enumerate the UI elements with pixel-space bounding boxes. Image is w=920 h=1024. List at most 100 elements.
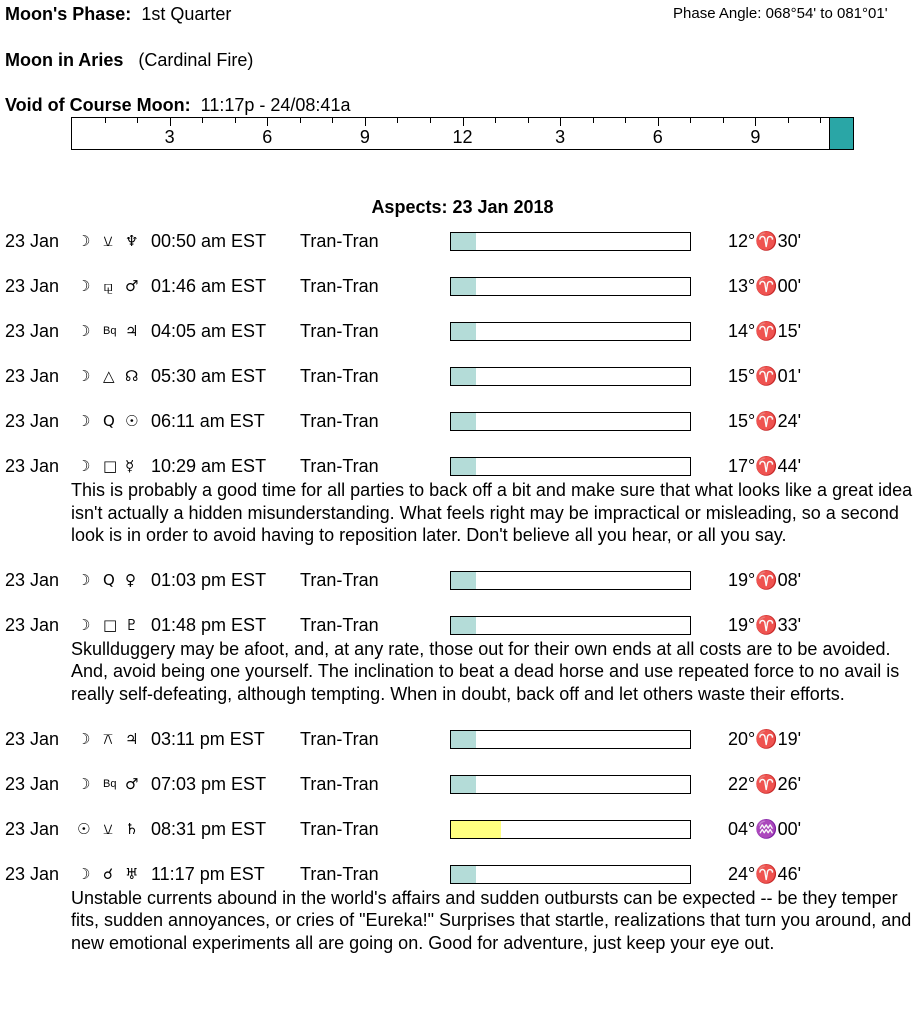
aspect-kind: Tran-Tran: [300, 231, 379, 251]
glyph: ♂: [125, 774, 139, 793]
date: 23 Jan: [5, 614, 60, 635]
time: 10:29 am EST: [151, 456, 267, 476]
aspect-kind: Tran-Tran: [300, 863, 379, 884]
glyph: □: [103, 457, 118, 475]
aspect-row: 23 Jan ☽ □ ♇ 01:48 pm EST Tran-Tran 19°♈33': [0, 614, 920, 636]
date: 23 Jan: [5, 773, 60, 794]
glyph: ☉: [125, 412, 139, 430]
strength-bar: [450, 729, 691, 749]
description: Unstable currents abound in the world's …: [71, 887, 912, 953]
date: 23 Jan: [5, 728, 60, 749]
aspect-row: 23 Jan ☽ Bq ♂ 07:03 pm EST Tran-Tran 22°♈26': [0, 773, 920, 795]
strength-fill: [451, 458, 476, 475]
time: 05:30 am EST: [151, 366, 267, 386]
aspect-row: 23 Jan ☽ □ ☿ 10:29 am EST Tran-Tran 17°♈44': [0, 455, 920, 477]
glyph: □: [103, 615, 118, 634]
strength-fill: [451, 775, 476, 793]
phase-label: Moon's Phase:: [5, 4, 132, 24]
aspect-kind: Tran-Tran: [300, 569, 379, 590]
tick: [657, 118, 659, 126]
glyph: ☽: [77, 570, 91, 589]
date: 23 Jan: [5, 456, 60, 476]
aspect-kind: Tran-Tran: [300, 773, 379, 794]
moon-sign-note: (Cardinal Fire): [138, 50, 254, 70]
time: 00:50 am EST: [151, 231, 267, 251]
glyph: ☽: [77, 729, 91, 748]
strength-bar: [450, 615, 691, 635]
date: 23 Jan: [5, 863, 60, 884]
time: 03:11 pm EST: [151, 728, 265, 749]
strength-fill: [451, 616, 476, 634]
glyph: ☽: [77, 277, 91, 295]
tick: [527, 118, 529, 123]
glyph: ☽: [77, 864, 91, 883]
glyph: ♆: [125, 232, 139, 250]
strength-bar: [450, 457, 691, 476]
strength-bar: [450, 367, 691, 386]
strength-bar: [450, 774, 691, 794]
void-segment: [829, 118, 853, 149]
date: 23 Jan: [5, 366, 60, 386]
timeline-label: 6: [262, 127, 273, 147]
glyph: Q: [103, 412, 115, 430]
strength-fill: [451, 278, 476, 295]
aspect-row: 23 Jan ☽ ⚼ ♂ 01:46 am EST Tran-Tran 13°♈00': [0, 275, 920, 297]
position: 04°♒00': [728, 818, 802, 839]
aspect-row: 23 Jan ☽ Bq ♃ 04:05 am EST Tran-Tran 14°♈15': [0, 320, 920, 342]
glyph: ♃: [125, 729, 139, 748]
time: 04:05 am EST: [151, 321, 267, 341]
aspects-title: Aspects: 23 Jan 2018: [371, 197, 554, 217]
time: 11:17 pm EST: [151, 863, 265, 884]
date: 23 Jan: [5, 569, 60, 590]
time: 01:46 am EST: [151, 276, 267, 296]
tick: [202, 118, 204, 123]
glyph: ♅: [125, 864, 139, 883]
description: Skullduggery may be afoot, and, at any r…: [71, 638, 900, 704]
tick: [429, 118, 431, 123]
glyph: ☽: [77, 367, 91, 385]
tick: [560, 118, 562, 126]
strength-fill: [451, 323, 476, 340]
description: This is probably a good time for all par…: [71, 480, 913, 546]
glyph: ☽: [77, 457, 91, 475]
tick: [332, 118, 334, 123]
aspect-kind: Tran-Tran: [300, 276, 379, 296]
aspect-kind: Tran-Tran: [300, 411, 379, 431]
position: 14°♈15': [728, 321, 802, 341]
date: 23 Jan: [5, 276, 60, 296]
time: 01:03 pm EST: [151, 569, 267, 590]
strength-bar: [450, 412, 691, 431]
aspect-row: 23 Jan ☽ ⚻ ♃ 03:11 pm EST Tran-Tran 20°♈19': [0, 728, 920, 750]
glyph: ⚼: [103, 277, 114, 295]
void-label: Void of Course Moon:: [5, 95, 191, 115]
glyph: ☌: [103, 864, 114, 883]
glyph: Bq: [103, 325, 117, 337]
tick: [495, 118, 497, 123]
date: 23 Jan: [5, 818, 60, 839]
position: 13°♈00': [728, 276, 802, 296]
glyph: ⚻: [103, 729, 113, 748]
glyph: ♇: [125, 615, 139, 634]
position: 24°♈46': [728, 863, 802, 884]
time: 06:11 am EST: [151, 411, 265, 431]
glyph: ♄: [125, 819, 139, 838]
position: 19°♈33': [728, 614, 802, 635]
aspect-row: 23 Jan ☽ Q ☉ 06:11 am EST Tran-Tran 15°♈24': [0, 410, 920, 432]
position: 22°♈26': [728, 773, 802, 794]
tick: [169, 118, 171, 126]
strength-fill: [451, 730, 476, 748]
glyph: ☽: [77, 322, 91, 340]
void-line: Void of Course Moon: 11:17p - 24/08:41a: [5, 94, 350, 116]
strength-fill: [451, 413, 476, 430]
tick: [625, 118, 627, 123]
aspect-row: 23 Jan ☽ ⚺ ♆ 00:50 am EST Tran-Tran 12°♈30': [0, 230, 920, 252]
strength-fill: [451, 865, 476, 883]
strength-fill: [451, 571, 476, 589]
strength-fill: [451, 368, 476, 385]
tick: [755, 118, 757, 126]
timeline-label: 6: [652, 127, 663, 147]
strength-bar: [450, 819, 691, 839]
glyph: ☽: [77, 412, 91, 430]
date: 23 Jan: [5, 321, 60, 341]
